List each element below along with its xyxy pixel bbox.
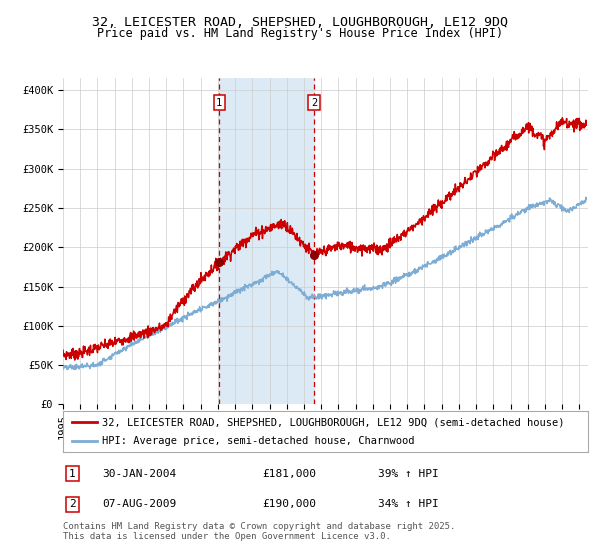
Text: 30-JAN-2004: 30-JAN-2004 [103, 469, 176, 479]
Text: 2: 2 [69, 500, 76, 510]
Text: Price paid vs. HM Land Registry's House Price Index (HPI): Price paid vs. HM Land Registry's House … [97, 27, 503, 40]
Text: £190,000: £190,000 [263, 500, 317, 510]
Text: Contains HM Land Registry data © Crown copyright and database right 2025.
This d: Contains HM Land Registry data © Crown c… [63, 522, 455, 542]
Text: 32, LEICESTER ROAD, SHEPSHED, LOUGHBOROUGH, LE12 9DQ: 32, LEICESTER ROAD, SHEPSHED, LOUGHBOROU… [92, 16, 508, 29]
Text: 1: 1 [69, 469, 76, 479]
Text: 2: 2 [311, 98, 317, 108]
Bar [219, 78, 314, 404]
Text: £181,000: £181,000 [263, 469, 317, 479]
Text: 07-AUG-2009: 07-AUG-2009 [103, 500, 176, 510]
Text: 34% ↑ HPI: 34% ↑ HPI [378, 500, 439, 510]
Text: 39% ↑ HPI: 39% ↑ HPI [378, 469, 439, 479]
Text: HPI: Average price, semi-detached house, Charnwood: HPI: Average price, semi-detached house,… [103, 436, 415, 446]
Text: 1: 1 [216, 98, 223, 108]
Text: 32, LEICESTER ROAD, SHEPSHED, LOUGHBOROUGH, LE12 9DQ (semi-detached house): 32, LEICESTER ROAD, SHEPSHED, LOUGHBOROU… [103, 417, 565, 427]
